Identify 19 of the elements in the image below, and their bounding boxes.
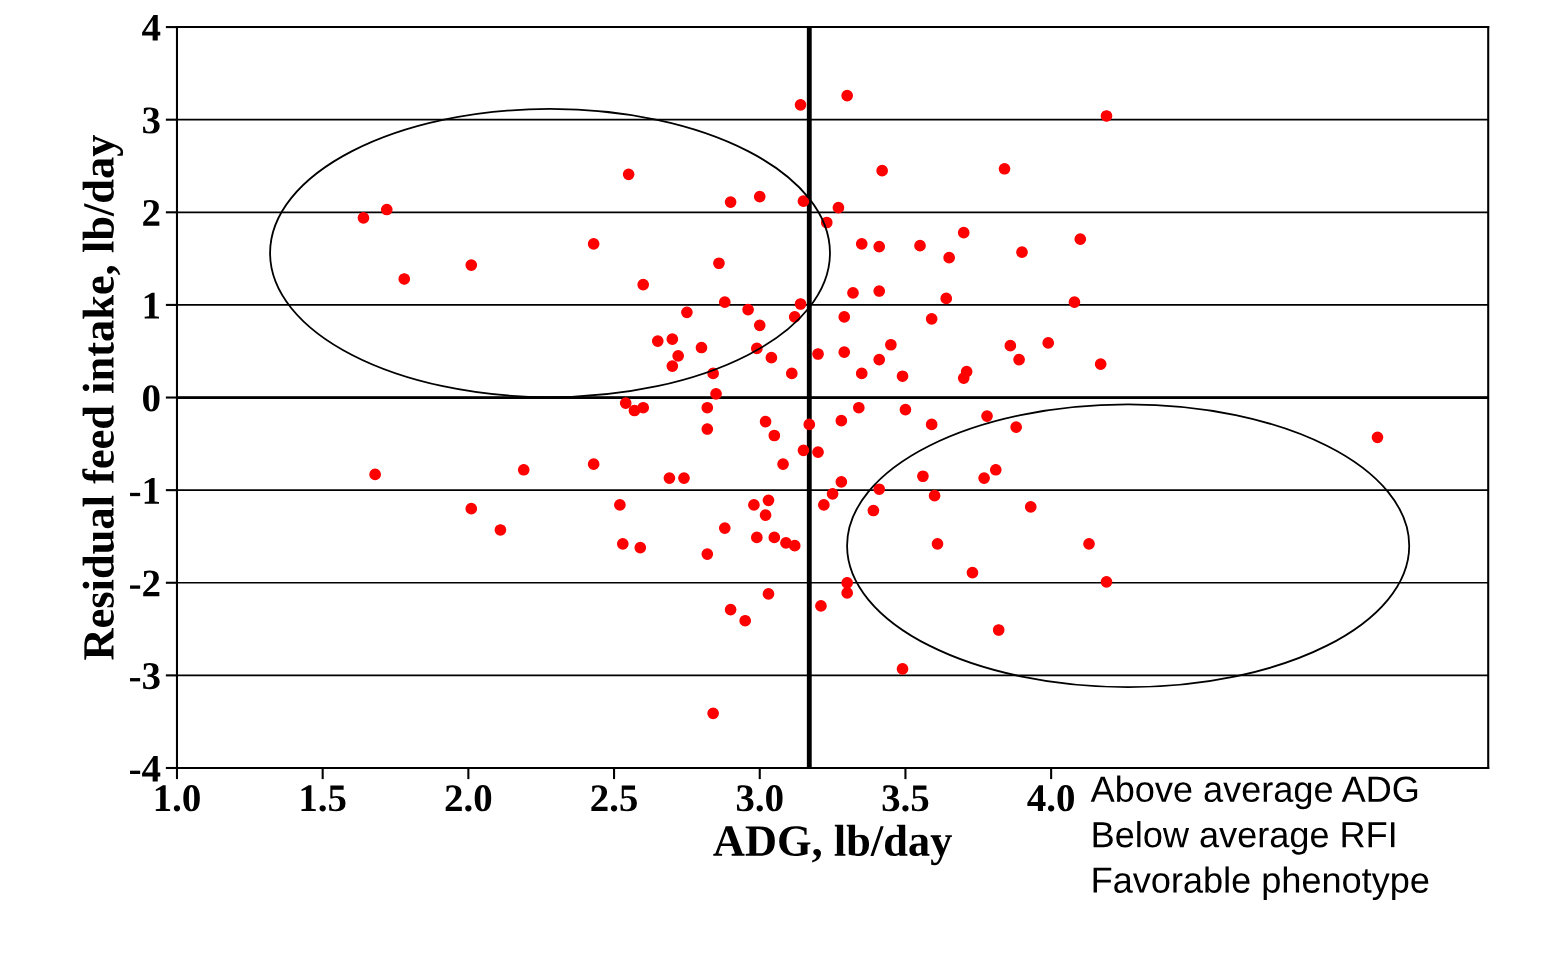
y-tick-label: 2 (143, 200, 160, 226)
x-tick-label: 3.0 (736, 785, 783, 812)
y-tick-label: -2 (130, 570, 160, 597)
y-tick-label: -3 (130, 663, 160, 690)
x-tick-label: 2.5 (591, 785, 637, 812)
text: Above average ADG Below average RFI Favorable phenotype (1090, 775, 1429, 901)
x-axis-title: ADG, lb/day (713, 824, 952, 866)
x-tick-label: 4.0 (1027, 785, 1074, 812)
y-tick-label: 3 (143, 107, 160, 134)
x-tick-label: 1.5 (301, 785, 346, 812)
y-tick-label: 1 (144, 292, 159, 319)
y-tick-label: -4 (130, 755, 161, 782)
x-tick-label: 2.0 (445, 785, 492, 812)
y-axis-title: Residual feed intake, lb/day (82, 134, 124, 660)
x-tick-label: 3.5 (882, 785, 929, 812)
y-tick-label: 0 (143, 385, 160, 412)
x-tick-label: 1.0 (155, 785, 200, 812)
y-tick-label: -1 (130, 477, 159, 504)
y-tick-label: 4 (142, 14, 161, 41)
